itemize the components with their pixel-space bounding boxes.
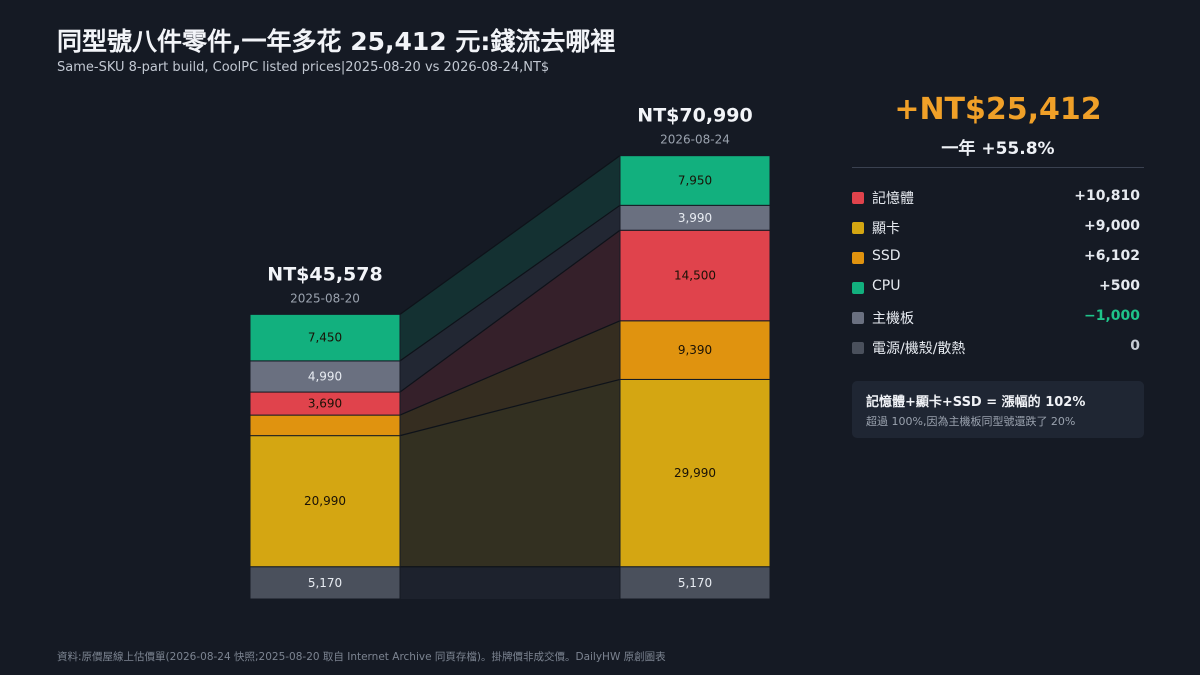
flow-divider-line (399, 155, 621, 315)
legend-swatch (852, 252, 864, 264)
bar-segment-gpu (619, 378, 771, 568)
legend-swatch (852, 192, 864, 204)
legend-item-power-case-cooling: 電源/機殼/散熱 0 (852, 336, 1140, 366)
flow-ribbon-power_case_cooling (400, 566, 620, 599)
legend-value: +6,102 (1083, 248, 1140, 264)
legend-swatch (852, 312, 864, 324)
legend-label: 主機板 (872, 311, 914, 327)
bar-segment-motherboard (249, 360, 401, 393)
source-footer: 資料:原價屋線上估價單(2026-08-24 快照;2025-08-20 取自 … (57, 651, 666, 663)
flow-ribbon-ssd (400, 320, 620, 436)
bar-value-label: 29,990 (674, 466, 716, 480)
bar-value-label: 14,500 (674, 269, 716, 283)
legend-label: SSD (872, 248, 901, 264)
bar-segment-motherboard (619, 204, 771, 231)
bar-total-label: NT$70,990 (637, 105, 752, 127)
bar-value-label: 20,990 (304, 494, 346, 508)
total-increase: +NT$25,412 (894, 92, 1102, 127)
bar-value-label: 4,990 (308, 369, 342, 383)
bar-value-label: 5,170 (308, 576, 342, 590)
page-subtitle: Same-SKU 8-part build, CoolPC listed pri… (57, 60, 550, 75)
legend-item-cpu: CPU +500 (852, 276, 1140, 306)
legend-swatch (852, 282, 864, 294)
legend-item-motherboard: 主機板 −1,000 (852, 306, 1140, 336)
legend-value: +9,000 (1083, 218, 1140, 234)
flow-divider-line (399, 378, 621, 437)
legend-item-ssd: SSD +6,102 (852, 246, 1140, 276)
bar-date-label: 2026-08-24 (660, 133, 730, 147)
bar-date-label: 2025-08-20 (290, 291, 360, 305)
legend-value: +500 (1099, 278, 1140, 294)
legend-swatch (852, 222, 864, 234)
insight-headline: 記憶體+顯卡+SSD = 漲幅的 102% (866, 395, 1086, 410)
legend-item-gpu: 顯卡 +9,000 (852, 216, 1140, 246)
flow-ribbon-memory (400, 230, 620, 416)
insight-detail: 超過 100%,因為主機板同型號還跌了 20% (866, 415, 1076, 428)
legend-label: 記憶體 (872, 191, 914, 207)
flow-ribbon-gpu (400, 379, 620, 567)
bar-value-label: 3,990 (678, 211, 712, 225)
bar-segment-memory (619, 229, 771, 322)
legend-swatch (852, 342, 864, 354)
legend-value: −1,000 (1083, 308, 1140, 324)
legend-value: +10,810 (1074, 188, 1140, 204)
bar-segment-cpu (619, 155, 771, 206)
bar-value-label: 7,950 (678, 173, 712, 187)
flow-ribbon-cpu (400, 155, 620, 361)
bar-value-label: 5,170 (678, 576, 712, 590)
insight-card: 記憶體+顯卡+SSD = 漲幅的 102% 超過 100%,因為主機板同型號還跌… (852, 381, 1144, 438)
increase-percent: 一年 +55.8% (941, 139, 1055, 159)
legend-item-memory: 記憶體 +10,810 (852, 186, 1140, 216)
bar-value-label: 9,390 (678, 343, 712, 357)
bar-segment-cpu (249, 313, 401, 362)
bar-value-label: 7,450 (308, 331, 342, 345)
flow-divider-line (399, 229, 621, 393)
bar-segment-ssd (619, 320, 771, 380)
change-legend: 記憶體 +10,810 顯卡 +9,000 SSD +6,102 CPU +50… (852, 186, 1140, 366)
flow-divider-line (399, 204, 621, 362)
legend-label: 電源/機殼/散熱 (872, 341, 966, 357)
legend-label: 顯卡 (872, 221, 900, 237)
page-title: 同型號八件零件,一年多花 25,412 元:錢流去哪裡 (57, 27, 616, 56)
divider (852, 167, 1144, 168)
legend-label: CPU (872, 278, 901, 294)
bar-total-label: NT$45,578 (267, 263, 382, 285)
bar-segment-ssd (249, 414, 401, 437)
bar-value-label: 3,690 (308, 397, 342, 411)
bar-segment-gpu (249, 435, 401, 568)
flow-ribbon-motherboard (400, 205, 620, 393)
legend-value: 0 (1130, 338, 1140, 354)
bar-segment-power_case_cooling (619, 566, 771, 600)
flow-divider-line (399, 320, 621, 416)
